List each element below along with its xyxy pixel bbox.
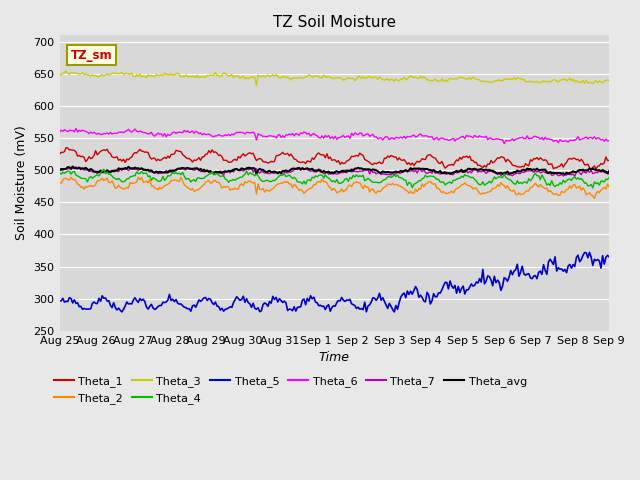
Line: Theta_7: Theta_7 [60,167,609,176]
Line: Theta_1: Theta_1 [60,148,609,169]
Line: Theta_2: Theta_2 [60,177,609,198]
Theta_2 [221,184,229,190]
Theta_3 [605,78,613,84]
Line: Theta_6: Theta_6 [60,129,609,144]
Theta_3 [64,71,72,76]
Theta_7 [179,166,186,172]
Title: TZ Soil Moisture: TZ Soil Moisture [273,15,396,30]
Theta_2 [56,180,63,185]
Theta_2 [62,175,70,181]
Theta_4 [513,178,521,183]
Theta_5 [513,261,521,267]
Theta_6 [509,136,516,142]
Theta_avg [56,167,63,173]
Theta_5 [220,308,227,314]
Theta_6 [56,129,63,135]
Theta_4 [56,170,63,176]
Theta_7 [605,171,613,177]
Theta_6 [221,132,229,138]
Theta_6 [179,130,186,136]
Theta_1 [221,157,229,163]
Line: Theta_4: Theta_4 [60,169,609,188]
Theta_3 [253,83,260,88]
Theta_5 [507,268,515,274]
Theta_2 [67,174,75,180]
Theta_1 [179,152,186,157]
Line: Theta_3: Theta_3 [60,71,609,85]
Theta_2 [513,192,521,198]
Theta_4 [507,177,515,183]
Theta_6 [605,138,613,144]
Text: TZ_sm: TZ_sm [70,48,112,61]
Theta_avg [507,170,515,176]
Theta_avg [605,168,613,174]
Line: Theta_5: Theta_5 [60,252,609,312]
Line: Theta_avg: Theta_avg [60,167,609,174]
Theta_avg [62,166,70,172]
X-axis label: Time: Time [319,351,350,364]
Theta_6 [515,135,523,141]
Y-axis label: Soil Moisture (mV): Soil Moisture (mV) [15,126,28,240]
Theta_5 [605,254,613,260]
Theta_3 [515,75,523,81]
Theta_2 [179,178,186,184]
Theta_5 [177,301,185,307]
Theta_2 [605,184,613,190]
Theta_avg [179,165,186,171]
Theta_1 [56,152,63,157]
Theta_avg [221,168,229,174]
Theta_6 [366,133,374,139]
Theta_6 [500,141,508,146]
Theta_3 [179,73,186,79]
Theta_1 [366,159,374,165]
Theta_2 [507,188,515,193]
Theta_1 [62,145,70,151]
Theta_avg [69,164,77,169]
Theta_7 [72,164,80,170]
Theta_7 [513,170,521,176]
Theta_4 [100,167,108,172]
Theta_avg [513,168,521,173]
Theta_5 [56,298,63,304]
Theta_4 [179,169,186,175]
Theta_4 [589,185,596,191]
Theta_7 [221,168,229,174]
Theta_6 [72,126,80,132]
Theta_1 [507,159,515,165]
Theta_1 [605,157,613,163]
Theta_4 [62,169,70,175]
Theta_2 [366,189,374,195]
Theta_7 [56,168,63,173]
Legend: Theta_1, Theta_2, Theta_3, Theta_4, Theta_5, Theta_6, Theta_7, Theta_avg: Theta_1, Theta_2, Theta_3, Theta_4, Thet… [49,372,531,408]
Theta_5 [390,309,398,315]
Theta_3 [56,71,63,77]
Theta_1 [64,145,72,151]
Theta_5 [586,250,593,255]
Theta_3 [221,71,229,77]
Theta_6 [62,128,70,133]
Theta_avg [366,167,374,172]
Theta_7 [366,171,374,177]
Theta_3 [509,77,516,83]
Theta_7 [62,166,70,172]
Theta_4 [221,176,229,182]
Theta_1 [513,164,521,170]
Theta_3 [367,75,375,81]
Theta_5 [364,303,372,309]
Theta_4 [605,175,613,180]
Theta_avg [561,171,569,177]
Theta_1 [588,166,595,172]
Theta_3 [62,68,70,74]
Theta_4 [366,177,374,182]
Theta_7 [571,173,579,179]
Theta_5 [62,299,70,304]
Theta_7 [507,172,515,178]
Theta_2 [591,195,598,201]
